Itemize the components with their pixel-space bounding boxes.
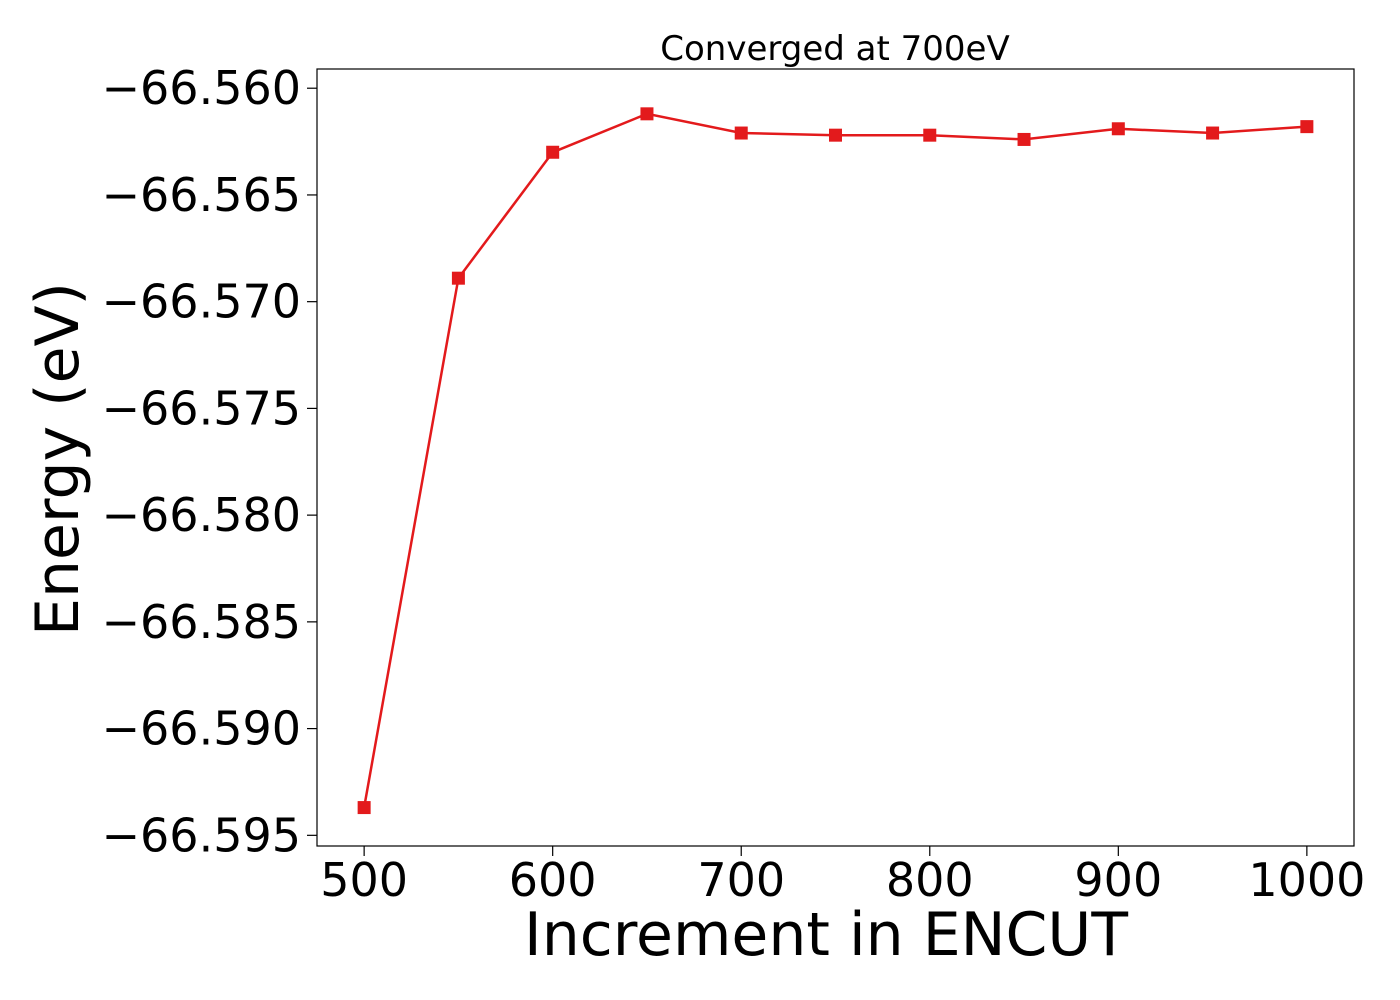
- data-point-marker: [1111, 122, 1125, 136]
- data-point-marker: [923, 128, 937, 142]
- plot-series: [357, 107, 1314, 815]
- data-point-marker: [1300, 120, 1314, 134]
- y-tick-label: −66.590: [102, 702, 302, 756]
- x-axis-ticks: 500 600 700 800 900 1000: [320, 846, 1365, 907]
- chart-title: Converged at 700eV: [660, 29, 1009, 69]
- data-point-marker: [734, 126, 748, 140]
- data-point-marker: [451, 271, 465, 285]
- x-tick-label: 500: [320, 853, 408, 907]
- y-tick-label: −66.570: [102, 275, 302, 329]
- y-tick-label: −66.565: [102, 168, 302, 222]
- y-axis-title: Energy (eV): [23, 282, 93, 636]
- data-point-marker: [1017, 132, 1031, 146]
- y-tick-label: −66.560: [102, 61, 302, 115]
- x-axis-title: Increment in ENCUT: [524, 900, 1128, 970]
- data-point-marker: [1206, 126, 1220, 140]
- x-tick-label: 800: [886, 853, 974, 907]
- y-tick-label: −66.595: [102, 808, 302, 862]
- data-point-marker: [546, 145, 560, 159]
- x-tick-label: 600: [509, 853, 597, 907]
- x-tick-label: 700: [697, 853, 785, 907]
- x-tick-label: 900: [1074, 853, 1162, 907]
- y-tick-label: −66.580: [102, 488, 302, 542]
- data-point-marker: [357, 801, 371, 815]
- y-axis-ticks: −66.560 −66.565 −66.570 −66.575 −66.580 −66.5…: [102, 61, 317, 862]
- plot-area-frame: [316, 68, 1355, 847]
- data-point-marker: [829, 128, 842, 142]
- y-tick-label: −66.575: [102, 381, 302, 435]
- y-tick-label: −66.585: [102, 595, 302, 649]
- x-tick-label: 1000: [1248, 853, 1365, 907]
- data-point-marker: [640, 107, 654, 121]
